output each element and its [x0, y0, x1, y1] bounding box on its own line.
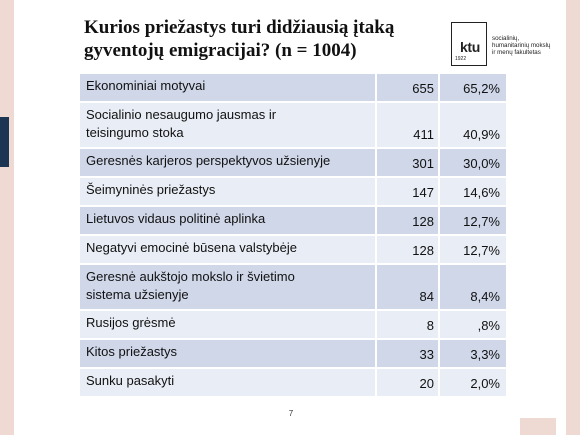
table-row: Negatyvi emocinė būsena valstybėje 128 1… — [80, 236, 506, 263]
reason-label-line: sistema užsienyje — [86, 287, 189, 302]
right-decor-bar — [566, 0, 580, 435]
reason-label: Socialinio nesaugumo jausmas ir teisingu… — [80, 103, 375, 147]
title-line-2: gyventojų emigracijai? (n = 1004) — [84, 40, 357, 61]
corner-decor-box — [520, 418, 556, 435]
logo-box: ktu 1922 — [451, 22, 487, 66]
title-line-1: Kurios priežastys turi didžiausią įtaką — [84, 17, 395, 38]
slide-title: Kurios priežastys turi didžiausią įtaką … — [84, 16, 424, 62]
count-cell: 147 — [377, 178, 438, 205]
table-row: Lietuvos vidaus politinė aplinka 128 12,… — [80, 207, 506, 234]
table-row: Geresnė aukštojo mokslo ir švietimo sist… — [80, 265, 506, 309]
percent-cell: 12,7% — [440, 236, 506, 263]
left-accent-bar — [0, 117, 9, 167]
count-cell: 33 — [377, 340, 438, 367]
table-row: Socialinio nesaugumo jausmas ir teisingu… — [80, 103, 506, 147]
logo-text-line: socialinių, — [492, 35, 520, 42]
reason-label-line: Kitos priežastys — [86, 344, 178, 359]
count-cell: 20 — [377, 369, 438, 396]
percent-cell: 2,0% — [440, 369, 506, 396]
results-table: Ekonominiai motyvai 655 65,2% Socialinio… — [80, 74, 506, 398]
reason-label: Kitos priežastys — [80, 340, 375, 367]
ktu-logo: ktu 1922 socialinių, humanitarinių moksl… — [451, 22, 561, 74]
reason-label-line: Socialinio nesaugumo jausmas ir — [86, 107, 277, 122]
reason-label-line: Negatyvi emocinė būsena valstybėje — [86, 240, 298, 255]
logo-text-line: ir menų fakultetas — [492, 48, 541, 56]
count-cell: 84 — [377, 265, 438, 309]
reason-label-line: teisingumo stoka — [86, 125, 184, 140]
count-cell: 8 — [377, 311, 438, 338]
table-row: Šeimyninės priežastys 147 14,6% — [80, 178, 506, 205]
reason-label-line: Rusijos grėsmė — [86, 315, 176, 330]
reason-label-line: Sunku pasakyti — [86, 373, 175, 388]
percent-cell: 40,9% — [440, 103, 506, 147]
percent-cell: ,8% — [440, 311, 506, 338]
percent-cell: 65,2% — [440, 74, 506, 101]
table-row: Sunku pasakyti 20 2,0% — [80, 369, 506, 396]
logo-year: 1922 — [455, 56, 467, 62]
table-row: Kitos priežastys 33 3,3% — [80, 340, 506, 367]
table-row: Geresnės karjeros perspektyvos užsienyje… — [80, 149, 506, 176]
left-decor-bar — [0, 0, 14, 435]
reason-label: Rusijos grėsmė — [80, 311, 375, 338]
table-row: Ekonominiai motyvai 655 65,2% — [80, 74, 506, 101]
logo-mark: ktu — [459, 39, 481, 55]
reason-label: Negatyvi emocinė būsena valstybėje — [80, 236, 375, 263]
table-row: Rusijos grėsmė 8 ,8% — [80, 311, 506, 338]
percent-cell: 8,4% — [440, 265, 506, 309]
reason-label: Sunku pasakyti — [80, 369, 375, 396]
percent-cell: 14,6% — [440, 178, 506, 205]
count-cell: 301 — [377, 149, 438, 176]
reason-label: Geresnė aukštojo mokslo ir švietimo sist… — [80, 265, 375, 309]
reason-label: Šeimyninės priežastys — [80, 178, 375, 205]
reason-label-line: Geresnės karjeros perspektyvos užsienyje — [86, 153, 331, 168]
logo-text-line: humanitarinių mokslų — [492, 41, 551, 49]
percent-cell: 30,0% — [440, 149, 506, 176]
page-number: 7 — [288, 409, 294, 418]
reason-label: Lietuvos vidaus politinė aplinka — [80, 207, 375, 234]
reason-label-line: Lietuvos vidaus politinė aplinka — [86, 211, 266, 226]
reason-label-line: Geresnė aukštojo mokslo ir švietimo — [86, 269, 295, 284]
count-cell: 128 — [377, 207, 438, 234]
reason-label-line: Ekonominiai motyvai — [86, 78, 206, 93]
count-cell: 411 — [377, 103, 438, 147]
reason-label-line: Šeimyninės priežastys — [86, 182, 216, 197]
count-cell: 128 — [377, 236, 438, 263]
reason-label: Geresnės karjeros perspektyvos užsienyje — [80, 149, 375, 176]
logo-faculty-text: socialinių, humanitarinių mokslų ir menų… — [492, 35, 562, 56]
reason-label: Ekonominiai motyvai — [80, 74, 375, 101]
count-cell: 655 — [377, 74, 438, 101]
percent-cell: 3,3% — [440, 340, 506, 367]
percent-cell: 12,7% — [440, 207, 506, 234]
